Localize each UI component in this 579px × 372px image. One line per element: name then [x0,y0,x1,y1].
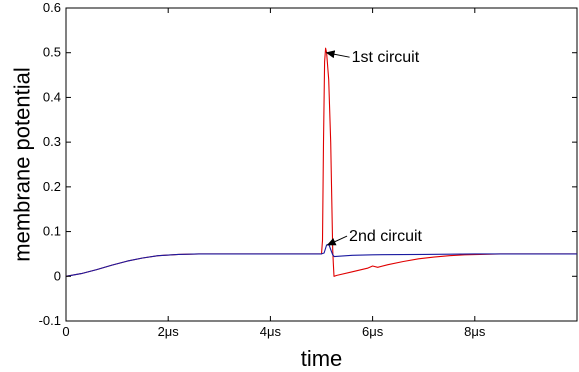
y-tick-label: 0.4 [43,89,61,104]
annotation-layer: 1st circuit 2nd circuit [325,49,423,246]
series-layer [65,47,577,277]
x-tick-label: 6μs [362,324,384,339]
y-tick-label: 0.1 [43,224,61,239]
series-line-2nd-circuit [65,243,577,277]
x-tick-label: 2μs [158,324,180,339]
y-tick-label: -0.1 [39,313,61,328]
y-tick-label: 0.6 [43,0,61,15]
y-tick-label: 0.3 [43,134,61,149]
plot-frame [65,7,578,322]
x-tick-label: 8μs [464,324,486,339]
y-tick-label: 0.5 [43,45,61,60]
series-line-1st-circuit [65,47,577,277]
y-tick-label: 0 [54,268,61,283]
x-tick-label: 4μs [260,324,282,339]
annotation-arrow [325,50,350,59]
x-axis-label: time [301,346,343,371]
annotation-label: 1st circuit [352,49,420,66]
annotation-arrow [326,235,348,246]
y-axis-label: membrane potential [10,67,35,261]
x-tick-label: 0 [62,324,69,339]
ticks-layer: -0.100.10.20.30.40.50.60 2μs 4μs 6μs 8μs [39,0,577,339]
y-tick-label: 0.2 [43,179,61,194]
annotation-label: 2nd circuit [349,228,422,245]
